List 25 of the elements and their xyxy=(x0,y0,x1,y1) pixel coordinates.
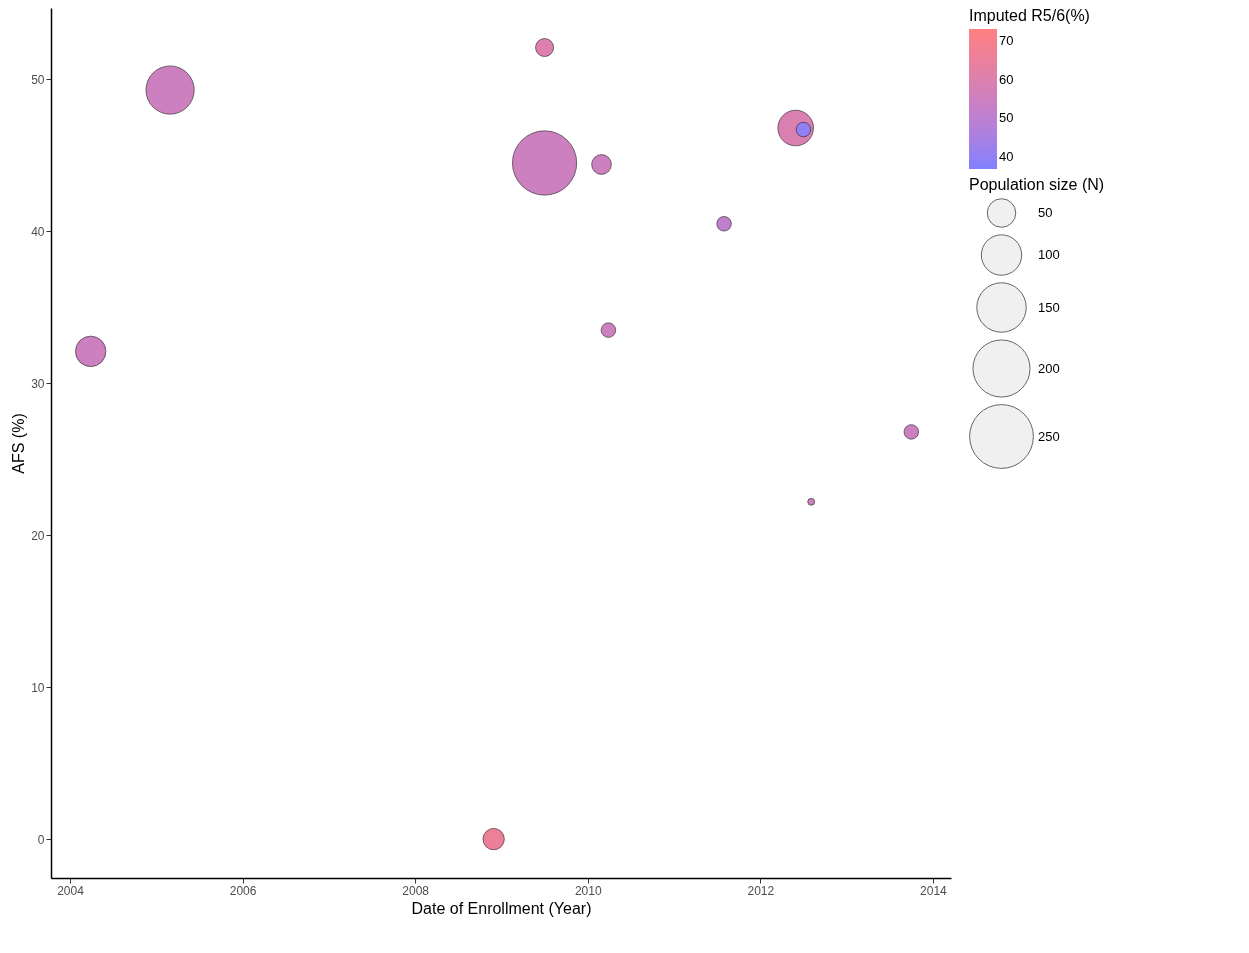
y-tick-label: 50 xyxy=(31,72,45,87)
legend-label: 100 xyxy=(1038,247,1060,262)
y-tick-label: 40 xyxy=(31,224,45,239)
y-axis-title: AFS (%) xyxy=(10,413,28,474)
legend-title: Population size (N) xyxy=(969,176,1105,193)
y-tick-label: 0 xyxy=(37,832,45,847)
legend-label: 250 xyxy=(1038,428,1060,444)
x-axis-title: Date of Enrollment (Year) xyxy=(411,899,592,917)
color-bar-label: 70 xyxy=(999,32,1014,48)
y-tick-label: 20 xyxy=(31,528,45,543)
y-tick-label: 10 xyxy=(31,680,45,695)
x-tick-label: 2014 xyxy=(920,883,948,898)
x-tick-label: 2012 xyxy=(747,883,775,898)
x-tick-label: 2008 xyxy=(402,883,430,898)
color-bar-label: 60 xyxy=(999,71,1014,87)
x-tick-label: 2010 xyxy=(574,883,602,898)
color-bar-label: 40 xyxy=(999,149,1014,165)
x-tick-label: 2006 xyxy=(229,883,257,898)
color-bar-label: 50 xyxy=(999,110,1014,126)
legend-label: 200 xyxy=(1038,360,1060,376)
x-tick-label: 2004 xyxy=(57,883,85,898)
y-tick-label: 30 xyxy=(31,376,45,391)
legend-label: 50 xyxy=(1038,205,1053,220)
legend-label: 150 xyxy=(1038,299,1060,315)
color-bar-title: Imputed R5/6(%) xyxy=(969,7,1090,24)
